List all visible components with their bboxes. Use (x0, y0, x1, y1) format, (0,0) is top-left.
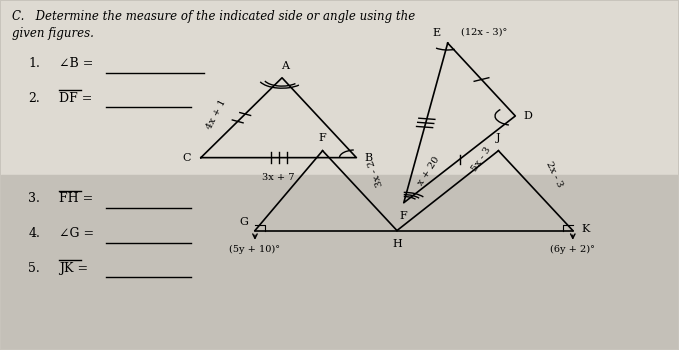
Text: 3x - 2: 3x - 2 (367, 158, 384, 187)
Text: 5.: 5. (29, 262, 40, 275)
Text: K: K (581, 224, 589, 234)
Text: x + 20: x + 20 (416, 155, 441, 187)
Text: ∠B =: ∠B = (59, 57, 93, 70)
Text: C.   Determine the measure of the indicated side or angle using the: C. Determine the measure of the indicate… (12, 10, 415, 23)
Text: JK =: JK = (59, 262, 88, 275)
Text: (6y + 2)°: (6y + 2)° (551, 244, 595, 253)
Text: 4x + 1: 4x + 1 (205, 98, 228, 131)
Bar (1, 1, 678, 175)
Text: G: G (239, 217, 249, 227)
Text: J: J (496, 133, 500, 143)
Bar (1, 175, 678, 349)
Text: (12x - 3)°: (12x - 3)° (461, 27, 507, 36)
Text: A: A (281, 61, 289, 71)
Text: 3x + 7: 3x + 7 (262, 173, 295, 182)
Text: E: E (433, 28, 441, 38)
Text: FH =: FH = (59, 193, 93, 205)
Text: 4.: 4. (29, 227, 40, 240)
Text: given figures.: given figures. (12, 27, 94, 41)
Text: ∠G =: ∠G = (59, 227, 94, 240)
Text: B: B (365, 153, 373, 163)
Text: 2.: 2. (29, 92, 40, 105)
Text: F: F (318, 133, 327, 143)
Text: D: D (524, 111, 532, 121)
Text: DF =: DF = (59, 92, 92, 105)
Text: H: H (392, 239, 402, 249)
Text: F: F (400, 211, 407, 222)
Text: (5y + 10)°: (5y + 10)° (230, 244, 280, 253)
Text: 2x - 3: 2x - 3 (544, 160, 564, 189)
Text: 5x - 3: 5x - 3 (470, 146, 492, 173)
Text: C: C (182, 153, 191, 163)
Text: 1.: 1. (29, 57, 40, 70)
Text: 3.: 3. (29, 193, 40, 205)
